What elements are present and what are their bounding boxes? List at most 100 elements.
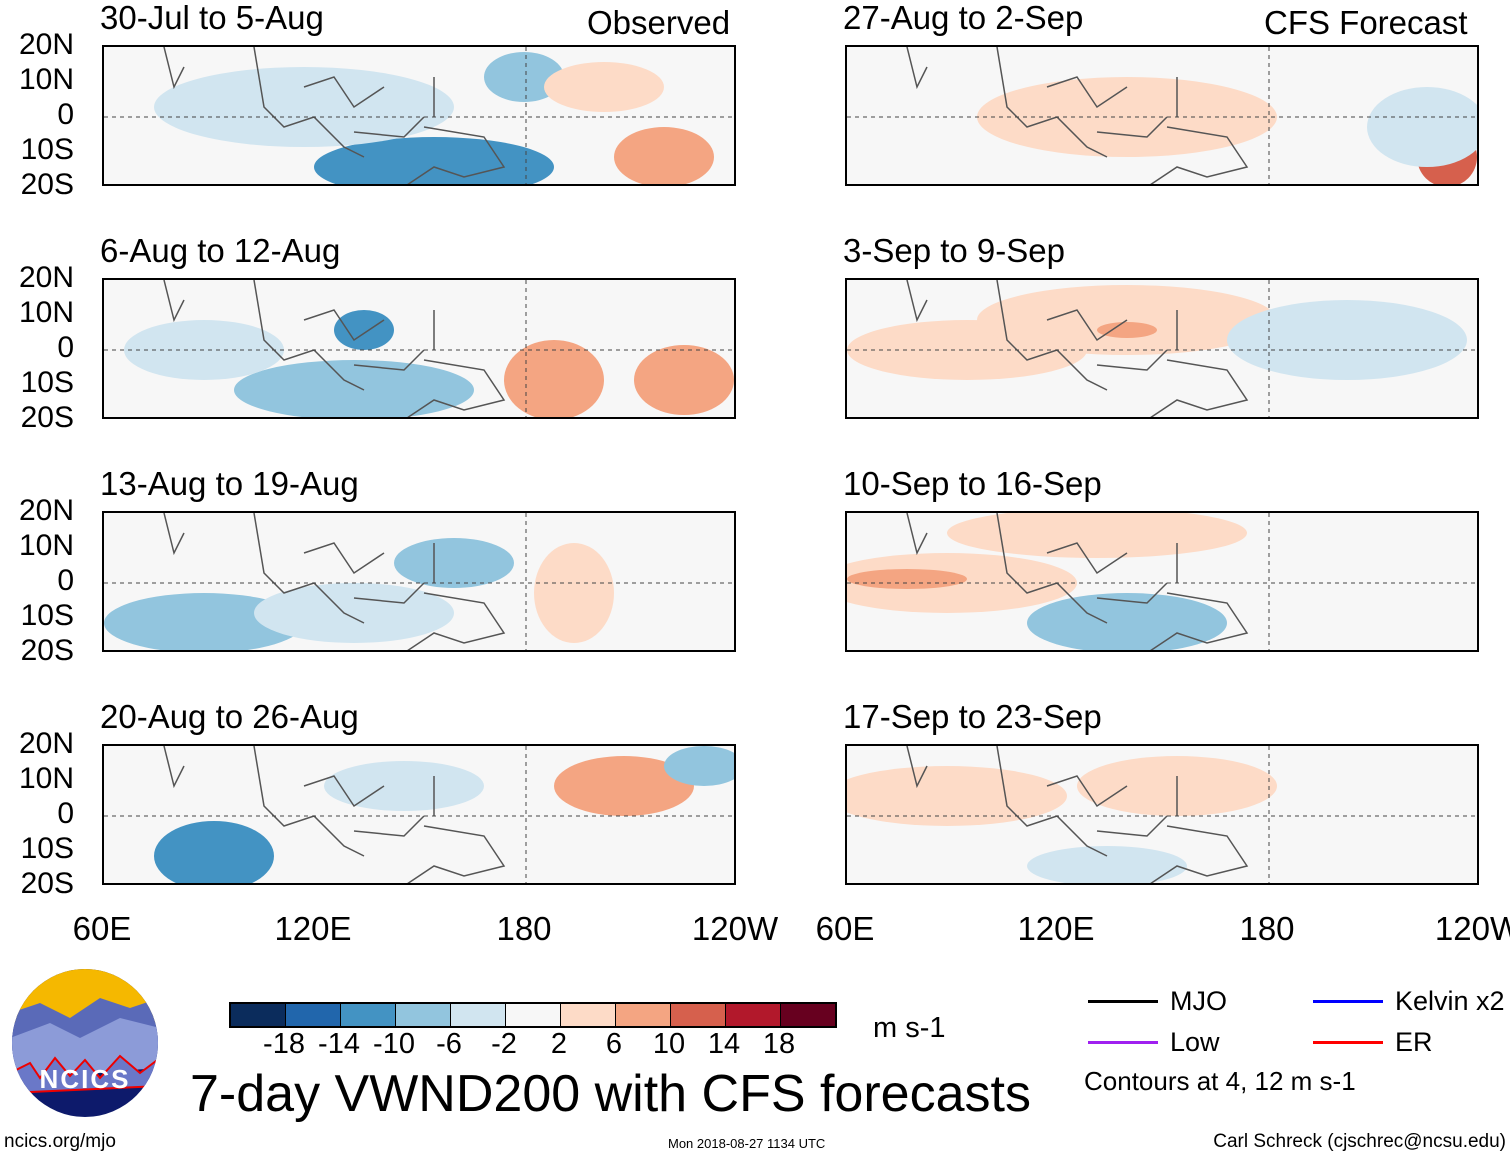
colorbar-swatch — [231, 1004, 286, 1026]
lat-label: 20N — [18, 494, 74, 527]
lat-label: 0 — [57, 98, 74, 131]
low-line-swatch — [1088, 1041, 1158, 1044]
anomaly-region — [314, 137, 554, 184]
lat-label: 10S — [20, 366, 74, 399]
anomaly-region — [324, 761, 484, 811]
coastline — [163, 280, 506, 417]
colorbar-swatch — [341, 1004, 396, 1026]
map-panel-right-3 — [845, 511, 1479, 652]
anomaly-region — [484, 52, 564, 102]
lon-label: 120W — [691, 910, 779, 947]
observed-header: Observed — [587, 4, 731, 41]
legend-label: ER — [1395, 1027, 1433, 1057]
colorbar-units: m s-1 — [873, 1012, 946, 1044]
panel-title: 30-Jul to 5-Aug — [100, 0, 324, 36]
map-panel-right-2 — [845, 278, 1479, 419]
legend-er: ER — [1313, 1027, 1433, 1058]
footer-timestamp: Mon 2018-08-27 1134 UTC — [668, 1136, 826, 1151]
anomaly-region — [847, 766, 1067, 826]
anomaly-region — [504, 340, 604, 417]
legend-label: MJO — [1170, 986, 1227, 1016]
anomaly-region — [394, 538, 514, 588]
panel-title: 20-Aug to 26-Aug — [100, 698, 359, 735]
panel-title: 17-Sep to 23-Sep — [843, 698, 1102, 735]
map-panel-left-2 — [102, 278, 736, 419]
anomaly-region — [614, 127, 714, 184]
anomaly-region — [634, 345, 734, 415]
lat-label: 10S — [20, 133, 74, 166]
anomaly-region — [554, 756, 694, 816]
panel-title: 6-Aug to 12-Aug — [100, 232, 341, 269]
lat-label: 20N — [18, 261, 74, 294]
lat-label: 20S — [20, 634, 74, 667]
anomaly-region — [664, 746, 734, 786]
colorbar-swatch — [616, 1004, 671, 1026]
lat-label: 20N — [18, 727, 74, 760]
anomaly-region — [847, 569, 967, 589]
map-panel-left-1 — [102, 45, 736, 186]
panel-title: 13-Aug to 19-Aug — [100, 465, 359, 502]
colorbar-swatch — [671, 1004, 726, 1026]
lon-label: 60E — [815, 910, 875, 947]
colorbar-label: 6 — [605, 1028, 623, 1060]
colorbar-swatch — [561, 1004, 616, 1026]
coastline — [906, 746, 1249, 883]
colorbar-label: 10 — [652, 1028, 686, 1060]
footer-url[interactable]: ncics.org/mjo — [4, 1131, 116, 1152]
lat-label: 10N — [18, 529, 74, 562]
coastline — [163, 746, 506, 883]
anomaly-region — [947, 513, 1247, 558]
colorbar-swatch — [396, 1004, 451, 1026]
lat-label: 10N — [18, 63, 74, 96]
coastline — [906, 47, 1249, 184]
anomaly-region — [1027, 846, 1187, 883]
anomaly-region — [1227, 300, 1467, 380]
ncics-logo: NCICS — [10, 968, 160, 1118]
lat-label: 0 — [57, 797, 74, 830]
lon-label: 60E — [72, 910, 132, 947]
colorbar-label: -18 — [263, 1028, 305, 1060]
colorbar-swatch — [781, 1004, 835, 1026]
colorbar-swatch — [506, 1004, 561, 1026]
footer-author: Carl Schreck (cjschrec@ncsu.edu) — [1213, 1131, 1506, 1152]
lon-label: 120E — [1017, 910, 1095, 947]
coastline — [163, 513, 506, 650]
anomaly-region — [334, 310, 394, 350]
er-line-swatch — [1313, 1041, 1383, 1044]
colorbar-label: 14 — [707, 1028, 741, 1060]
lat-label: 10S — [20, 599, 74, 632]
map-panel-right-1 — [845, 45, 1479, 186]
contour-note: Contours at 4, 12 m s-1 — [1084, 1066, 1356, 1096]
kelvin-line-swatch — [1313, 1000, 1383, 1003]
lat-label: 0 — [57, 331, 74, 364]
lat-label: 10S — [20, 832, 74, 865]
anomaly-region — [104, 593, 304, 650]
lat-label: 20S — [20, 867, 74, 900]
anomaly-region — [234, 360, 474, 417]
anomaly-region — [1367, 87, 1477, 167]
lon-label: 120E — [274, 910, 352, 947]
lat-label: 20N — [18, 28, 74, 61]
lat-label: 10N — [18, 762, 74, 795]
anomaly-region — [544, 62, 664, 112]
map-panel-right-4 — [845, 744, 1479, 885]
colorbar-label: -6 — [436, 1028, 462, 1060]
forecast-header: CFS Forecast — [1264, 4, 1468, 41]
lon-label: 120W — [1434, 910, 1510, 947]
anomaly-region — [154, 821, 274, 883]
coastline — [163, 47, 506, 184]
anomaly-region — [1027, 593, 1227, 650]
coastline — [906, 280, 1249, 417]
colorbar-label: -10 — [373, 1028, 415, 1060]
anomaly-region — [254, 583, 454, 643]
anomaly-region — [154, 67, 454, 147]
lat-label: 0 — [57, 564, 74, 597]
lat-label: 20S — [20, 401, 74, 434]
legend-label: Kelvin x2 — [1395, 986, 1505, 1016]
logo-text: NCICS — [39, 1064, 131, 1094]
colorbar-swatch — [726, 1004, 781, 1026]
colorbar-label: 2 — [550, 1028, 568, 1060]
map-panel-left-4 — [102, 744, 736, 885]
lat-label: 10N — [18, 296, 74, 329]
panel-title: 10-Sep to 16-Sep — [843, 465, 1102, 502]
